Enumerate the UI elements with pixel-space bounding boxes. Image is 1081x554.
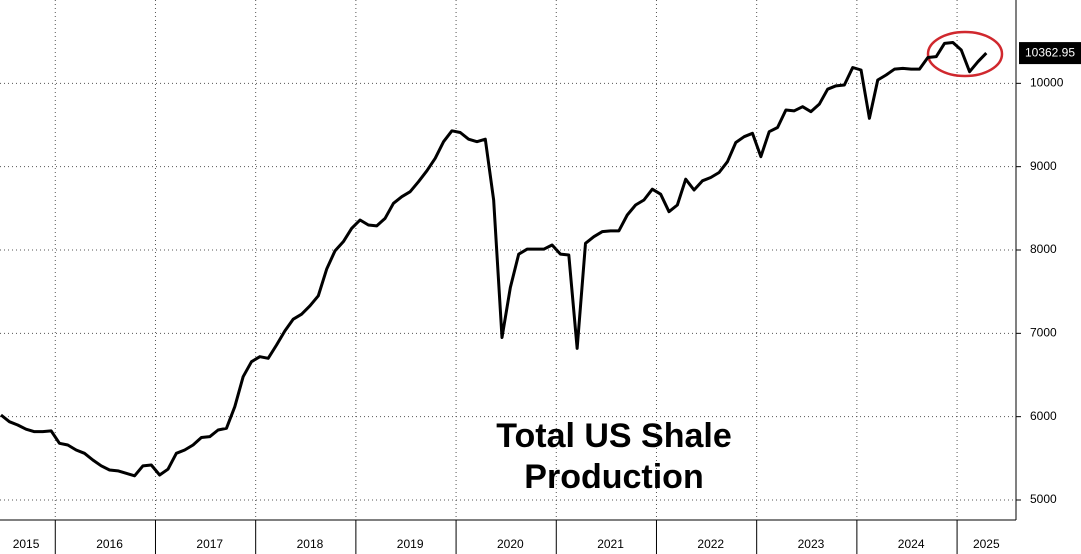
data-line — [0, 41, 988, 478]
y-tick-label: 10000 — [1030, 76, 1064, 90]
last-value-box — [1019, 42, 1081, 65]
y-tick-label: 9000 — [1030, 159, 1057, 173]
highlight-ellipse — [926, 30, 1004, 78]
x-tick-label: 2015 — [13, 537, 40, 551]
x-tick-label: 2020 — [497, 537, 524, 551]
x-tick-label: 2025 — [973, 537, 1000, 551]
x-tick-label: 2016 — [96, 537, 123, 551]
y-tick-label: 6000 — [1030, 409, 1057, 423]
y-tick-label: 8000 — [1030, 242, 1057, 256]
x-tick-label: 2022 — [697, 537, 724, 551]
x-tick-label: 2021 — [597, 537, 624, 551]
x-tick-label: 2023 — [798, 537, 825, 551]
x-tick-label: 2018 — [297, 537, 324, 551]
y-tick-label: 7000 — [1030, 326, 1057, 340]
y-tick-label: 5000 — [1030, 492, 1057, 506]
x-tick-label: 2019 — [397, 537, 424, 551]
x-tick-label: 2017 — [196, 537, 223, 551]
last-value-label: 10362.95 — [1025, 45, 1075, 59]
x-tick-label: 2024 — [898, 537, 925, 551]
chart-title: Total US Shale Production — [496, 417, 732, 496]
